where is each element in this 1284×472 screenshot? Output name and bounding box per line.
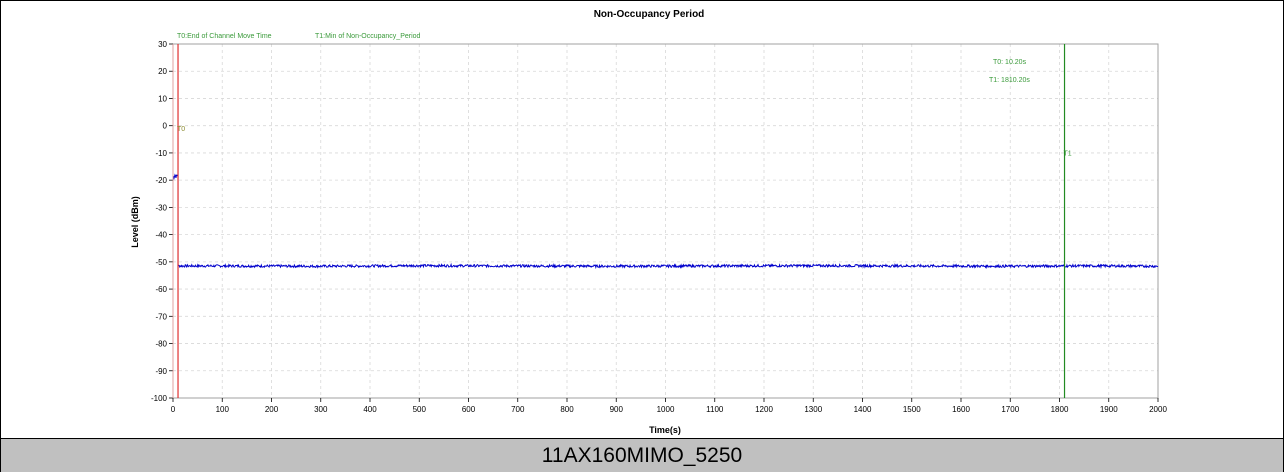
y-tick-label: -20: [155, 176, 167, 185]
x-tick-label: 400: [363, 405, 377, 414]
annotation-t1: T1: 1810.20s: [989, 77, 1030, 84]
marker-label-t1: T1: [1064, 151, 1072, 158]
chart-title: Non-Occupancy Period: [594, 9, 705, 20]
x-tick-label: 1700: [1001, 405, 1019, 414]
y-tick-label: -60: [155, 285, 167, 294]
y-tick-label: 20: [158, 67, 167, 76]
y-tick-label: -80: [155, 340, 167, 349]
x-tick-label: 1800: [1051, 405, 1069, 414]
caption-text: 11AX160MIMO_5250: [541, 443, 743, 467]
x-tick-label: 500: [413, 405, 427, 414]
legend-t1: T1:Min of Non-Occupancy_Period: [315, 33, 421, 40]
y-tick-label: 10: [158, 94, 167, 103]
x-tick-label: 1100: [706, 405, 724, 414]
x-tick-label: 900: [610, 405, 624, 414]
y-tick-label: -90: [155, 367, 167, 376]
marker-label-t0: T0: [177, 126, 185, 133]
y-tick-label: 30: [158, 40, 167, 49]
y-tick-label: 0: [163, 122, 168, 131]
x-tick-label: 1900: [1100, 405, 1118, 414]
x-tick-label: 0: [171, 405, 176, 414]
y-tick-label: -30: [155, 203, 167, 212]
x-tick-label: 1000: [657, 405, 675, 414]
y-tick-label: -100: [151, 394, 168, 403]
y-axis-title: Level (dBm): [130, 196, 140, 248]
x-tick-label: 700: [511, 405, 525, 414]
x-tick-label: 1200: [755, 405, 773, 414]
x-tick-label: 1300: [804, 405, 822, 414]
x-tick-label: 600: [462, 405, 476, 414]
x-tick-label: 200: [265, 405, 279, 414]
caption-bar: 11AX160MIMO_5250: [1, 438, 1283, 472]
x-tick-label: 100: [216, 405, 230, 414]
annotation-t0: T0: 10.20s: [993, 59, 1027, 66]
x-tick-label: 300: [314, 405, 328, 414]
y-tick-label: -50: [155, 258, 167, 267]
x-tick-label: 800: [560, 405, 574, 414]
x-tick-label: 1400: [854, 405, 872, 414]
x-tick-label: 1500: [903, 405, 921, 414]
x-axis-title: Time(s): [649, 425, 681, 435]
series-line: [172, 173, 1159, 270]
y-tick-label: -40: [155, 231, 167, 240]
x-tick-label: 1600: [952, 405, 970, 414]
legend-t0: T0:End of Channel Move Time: [177, 33, 272, 40]
y-tick-label: -10: [155, 149, 167, 158]
chart: 0 100 200 300 400 500 600 700 800 900 1000 1100 1200…: [130, 9, 1167, 435]
y-tick-label: -70: [155, 312, 167, 321]
x-tick-label: 2000: [1149, 405, 1167, 414]
